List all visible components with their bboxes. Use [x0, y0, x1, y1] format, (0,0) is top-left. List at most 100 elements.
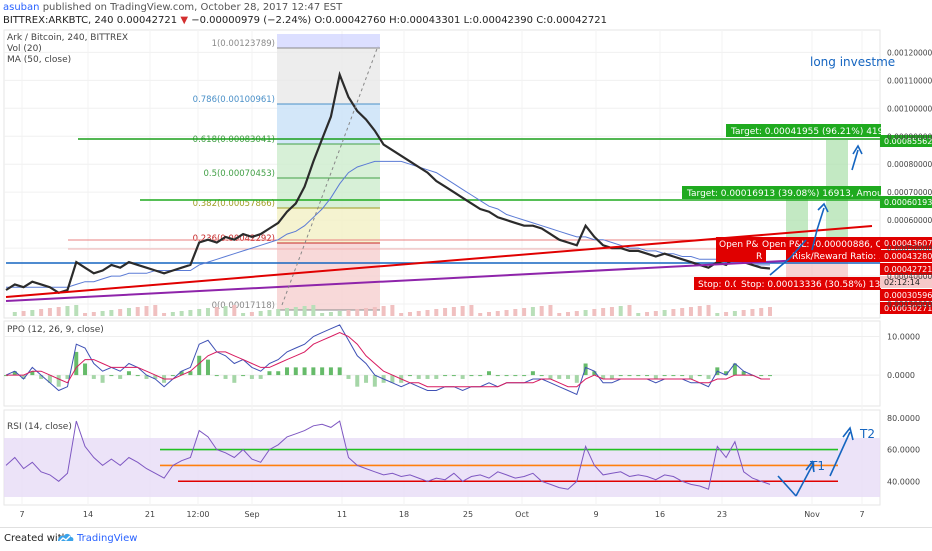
- tradingview-logo-icon[interactable]: [56, 531, 74, 547]
- ppo-histogram-bar: [583, 363, 588, 376]
- ppo-histogram-bar: [21, 375, 26, 379]
- ppo-histogram-bar: [539, 375, 544, 377]
- ppo-panel[interactable]: [3, 320, 881, 407]
- price-tick-label: 0.00120000: [887, 48, 932, 57]
- volume-bar: [451, 307, 456, 316]
- ppo-histogram-bar: [618, 375, 623, 377]
- volume-bar: [443, 308, 448, 316]
- ppo-histogram-bar: [390, 375, 395, 383]
- ppo-tick-label: 10.0000: [887, 332, 920, 341]
- volume-bar: [768, 307, 772, 316]
- volume-bar: [618, 306, 623, 316]
- ppo-histogram-bar: [407, 375, 412, 377]
- time-tick-label: 12:00: [186, 510, 209, 519]
- volume-bar: [416, 311, 421, 316]
- price-badge: [880, 237, 932, 249]
- low-value: 0.00042390: [472, 15, 534, 26]
- stop-text-2: Stop: 0.00013336 (30.58%) 13336: [741, 280, 898, 290]
- ppo-histogram-bar: [276, 371, 281, 376]
- open-value: 0.00042760: [325, 15, 386, 26]
- volume-bar: [232, 305, 237, 316]
- ppo-histogram-bar: [364, 375, 369, 383]
- time-tick-label: 25: [463, 510, 473, 519]
- ppo-histogram-bar: [443, 375, 448, 377]
- volume-bar: [47, 308, 52, 316]
- ppo-histogram-bar: [697, 375, 702, 377]
- target-text-1: Target: 0.00041955 (96.21%) 41955,: [730, 127, 898, 137]
- price-tick-label: 0.00030000: [887, 300, 932, 309]
- ppo-histogram-bar: [460, 375, 465, 379]
- chart-svg[interactable]: 1(0.00123789) 0.786(0.00100961) 0.618(0.00…: [0, 0, 932, 527]
- open-pl-label-1[interactable]: [716, 237, 766, 250]
- volume-bar: [346, 310, 351, 316]
- rsi-t2-label: T2: [859, 427, 875, 441]
- price-line: [5, 70, 771, 295]
- volume-bar: [118, 309, 123, 316]
- price-axis-badges: 0.00085562 0.00060193 0.00043607 0.00043280…: [880, 135, 932, 314]
- rsi-band: [4, 438, 880, 497]
- stop-label-2[interactable]: [736, 277, 881, 290]
- volume-bar: [566, 312, 571, 316]
- volume-bar: [56, 307, 61, 316]
- ppo-histogram-bar: [653, 375, 658, 379]
- volume-bar: [653, 311, 658, 316]
- volume-bar: [126, 308, 131, 316]
- ppo-histogram-bar: [56, 375, 61, 387]
- price-badge: [880, 302, 932, 314]
- volume-bar: [609, 307, 614, 316]
- volume-bar: [390, 305, 395, 316]
- volume-bar: [522, 308, 527, 316]
- open-pl-label-2[interactable]: [759, 237, 881, 250]
- volume-bar: [706, 305, 711, 316]
- published-text: published on TradingView.com, October 28…: [42, 2, 343, 13]
- trendline-purple[interactable]: [5, 255, 881, 302]
- ppo-histogram-bar: [530, 371, 535, 376]
- fib-zone-grey: [277, 48, 380, 104]
- ppo-histogram-bar: [135, 375, 140, 377]
- rsi-arrow-up-1: [795, 465, 813, 497]
- volume-bar: [355, 309, 360, 316]
- volume-bar: [74, 305, 79, 316]
- price-tick-label: 0.00040000: [887, 272, 932, 281]
- volume-bar: [680, 308, 685, 316]
- ppo-histogram-bar: [372, 375, 377, 387]
- price-badge-text: 0.00060193: [884, 198, 932, 207]
- volume-bar: [732, 311, 737, 316]
- ppo-histogram-bar: [223, 375, 228, 379]
- rsi-arrow-down: [777, 475, 797, 497]
- price-badge-text: 0.00030596: [884, 291, 932, 300]
- volume-bar: [276, 309, 281, 316]
- volume-bar: [724, 312, 729, 316]
- ppo-histogram-bar: [566, 375, 571, 379]
- time-tick-label: 9: [593, 510, 598, 519]
- risk-reward-label[interactable]: [786, 249, 881, 262]
- volume-bar: [715, 313, 720, 316]
- volume-bar: [601, 308, 606, 316]
- volume-bar: [645, 312, 650, 316]
- ppo-histogram-bar: [759, 375, 764, 377]
- time-tick-label: 7: [19, 510, 24, 519]
- ppo-histogram-bar: [706, 375, 711, 379]
- target-zone-1: [786, 190, 808, 240]
- volume-bar: [504, 310, 509, 316]
- target-label-1[interactable]: [726, 124, 881, 137]
- ppo-histogram-bar: [320, 367, 325, 376]
- ppo-histogram-bar: [416, 375, 421, 379]
- volume-bar: [469, 305, 474, 316]
- main-panel[interactable]: [3, 29, 881, 319]
- ppo-histogram-bar: [39, 375, 44, 379]
- forecast-arrow-3: [769, 239, 807, 276]
- volume-bar: [399, 313, 404, 316]
- volume-bar: [592, 309, 597, 316]
- long-investment-note: long investme: [810, 55, 895, 69]
- fib-level-label: 0.786(0.00100961): [193, 95, 275, 105]
- r-label[interactable]: [716, 249, 766, 262]
- ppo-histogram-bar: [144, 375, 149, 379]
- price-axis-ticks: 0.00120000 0.00110000 0.00100000 0.00090000…: [887, 48, 932, 309]
- ppo-histogram-bar: [118, 375, 123, 379]
- author-link[interactable]: asuban: [3, 2, 40, 13]
- tradingview-link[interactable]: TradingView: [77, 533, 138, 544]
- fib-level-label: 1(0.00123789): [212, 39, 275, 49]
- target-label-2[interactable]: [682, 186, 881, 199]
- open-pl-text-2: Open P&L: -0.00000886, Qty:: [762, 240, 894, 250]
